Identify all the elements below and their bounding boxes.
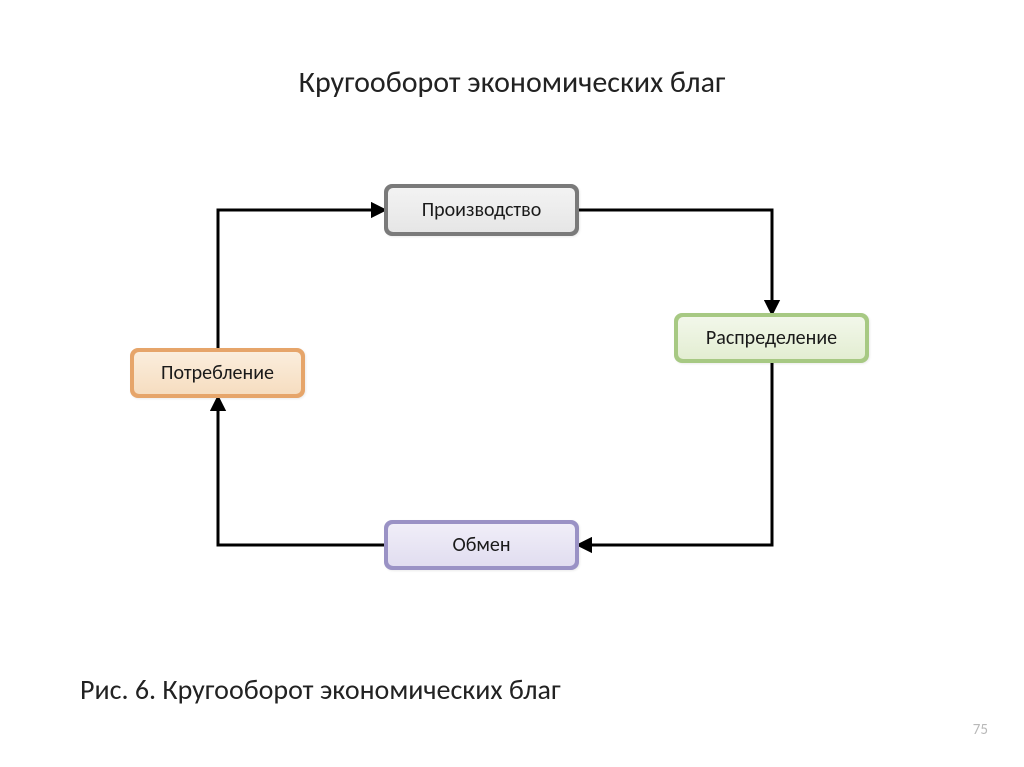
node-production-label: Производство bbox=[388, 188, 575, 232]
edge-consumption-to-production bbox=[218, 210, 384, 348]
page-title: Кругооборот экономических благ bbox=[0, 64, 1024, 101]
page-number: 75 bbox=[973, 721, 988, 739]
node-consumption: Потребление bbox=[130, 348, 305, 398]
flow-diagram: Производство Распределение Обмен Потреблени… bbox=[120, 150, 920, 620]
node-exchange-label: Обмен bbox=[388, 524, 575, 566]
edge-distribution-to-exchange bbox=[579, 363, 772, 545]
node-distribution-label: Распределение bbox=[678, 317, 865, 359]
node-production: Производство bbox=[384, 184, 579, 236]
node-distribution: Распределение bbox=[674, 313, 869, 363]
node-exchange: Обмен bbox=[384, 520, 579, 570]
figure-caption: Рис. 6. Кругооборот экономических благ bbox=[80, 672, 561, 707]
edge-production-to-distribution bbox=[579, 210, 772, 313]
edge-exchange-to-consumption bbox=[218, 398, 384, 545]
node-consumption-label: Потребление bbox=[134, 352, 301, 394]
